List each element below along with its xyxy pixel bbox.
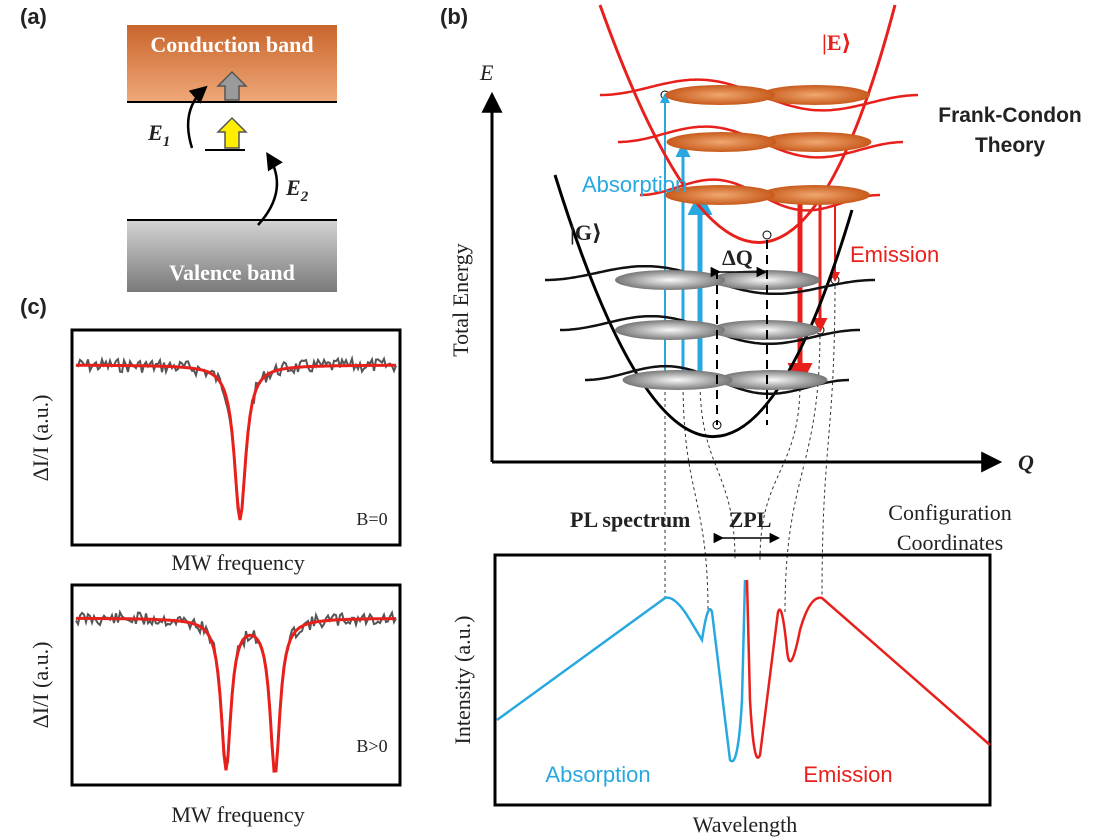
probability-density (710, 270, 820, 290)
connector (699, 379, 736, 561)
excited-parabola (598, 4, 897, 244)
transition-arrow (186, 85, 208, 149)
panel-label: (b) (440, 4, 468, 29)
band-label: Valence band (169, 260, 295, 285)
panel-b: (b) E Q Total Energy Configuration Coord… (440, 4, 1082, 837)
symbol: E (147, 120, 163, 145)
theory-title: Theory (975, 134, 1045, 157)
energy-label: E2 (285, 175, 309, 205)
connector (682, 379, 709, 613)
measured-curve (75, 609, 397, 773)
probability-density (666, 132, 777, 152)
panel-c: (c) ΔI/I (a.u.) ΔI/I (a.u.) B=0 B>0 MW f… (20, 294, 402, 827)
axis-label: MW frequency (171, 550, 304, 575)
fit-curve (76, 616, 396, 773)
subscript: 1 (163, 134, 171, 150)
field-label: B>0 (356, 736, 387, 756)
vertex (762, 230, 772, 240)
axis-label: Wavelength (693, 812, 798, 837)
energy-label: E1 (147, 120, 170, 150)
subscript: 2 (300, 189, 309, 205)
spectrum-frame (493, 553, 992, 807)
field-label: B=0 (356, 509, 387, 529)
emission-label: Emission (850, 242, 939, 267)
probability-density (622, 370, 733, 390)
electron-arrow (216, 116, 248, 149)
axis-label: ΔI/I (a.u.) (28, 642, 53, 729)
axis-label: Configuration (888, 500, 1011, 525)
probability-density (615, 270, 725, 290)
probability-density (760, 185, 870, 205)
probability-density (615, 320, 725, 340)
axis-label: Intensity (a.u.) (450, 616, 475, 745)
plot-frame (70, 583, 402, 787)
connector (821, 279, 836, 599)
valence-band (127, 220, 337, 292)
probability-density (665, 185, 775, 205)
spectrum-title: PL spectrum (570, 507, 690, 532)
delta-q: ΔQ (722, 245, 753, 270)
probability-density (710, 320, 820, 340)
axis-symbol: E (479, 60, 494, 85)
fit-curve (76, 363, 396, 521)
axis-label: Coordinates (897, 530, 1003, 555)
axis-label: Total Energy (448, 243, 473, 357)
state-label: |G⟩ (570, 220, 602, 245)
panel-label: (c) (20, 294, 47, 319)
axis-label: ΔI/I (a.u.) (28, 395, 53, 482)
connector (759, 382, 801, 561)
axis-label: MW frequency (171, 802, 304, 827)
spectrum-label: Emission (803, 762, 892, 787)
theory-title: Frank-Condon (938, 104, 1081, 127)
spectrum-label: Absorption (545, 762, 650, 787)
transition-arrow (257, 152, 283, 226)
panel-label: (a) (20, 4, 47, 29)
probability-density (717, 370, 828, 390)
absorption-spectrum (496, 579, 747, 763)
zpl-label: ZPL (729, 507, 772, 532)
absorption-label: Absorption (582, 172, 687, 197)
axis-symbol: Q (1018, 450, 1034, 475)
state-label: |E⟩ (822, 30, 852, 55)
probability-density (665, 85, 775, 105)
panel-a: (a) Conduction band Valence band E1 E2 (20, 4, 337, 292)
plot-frame (70, 328, 402, 547)
ground-parabola (553, 174, 854, 438)
probability-density (761, 132, 872, 152)
probability-density (760, 85, 870, 105)
band-label: Conduction band (150, 32, 313, 57)
symbol: E (285, 175, 301, 200)
electron-arrow (216, 70, 248, 101)
emission-spectrum (745, 579, 991, 759)
